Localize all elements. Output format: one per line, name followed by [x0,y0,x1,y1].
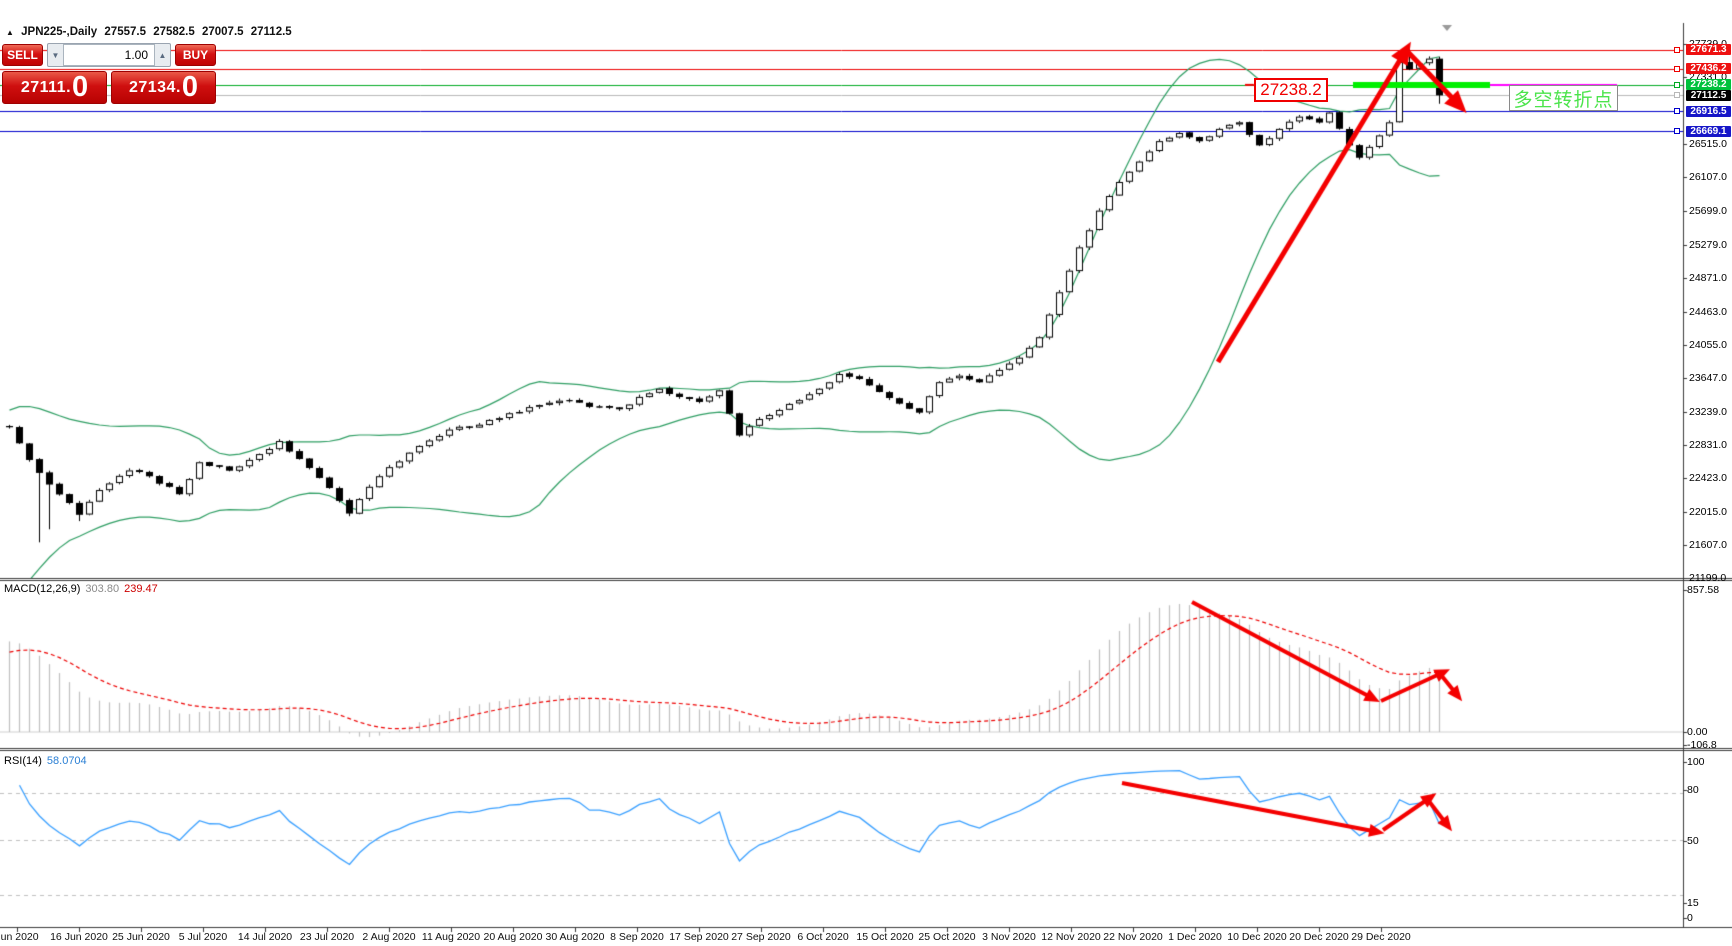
buy-button[interactable]: BUY [175,44,216,66]
buy-price-display[interactable]: 27134. 0 [111,71,216,104]
volume-input[interactable] [63,44,155,66]
sell-price-display[interactable]: 27111. 0 [2,71,107,104]
one-click-trading-panel: SELL ▼ ▲ BUY 27111.0 27134.0 [2,43,216,104]
volume-decrease-button[interactable]: ▼ [51,50,60,60]
sell-price-main: 27111. [20,78,72,96]
sell-button[interactable]: SELL [2,44,43,66]
buy-price-main: 27134. [128,78,181,96]
sell-price-big-digit: 0 [72,71,89,103]
buy-price-big-digit: 0 [181,71,199,103]
volume-increase-button[interactable]: ▲ [158,50,167,60]
